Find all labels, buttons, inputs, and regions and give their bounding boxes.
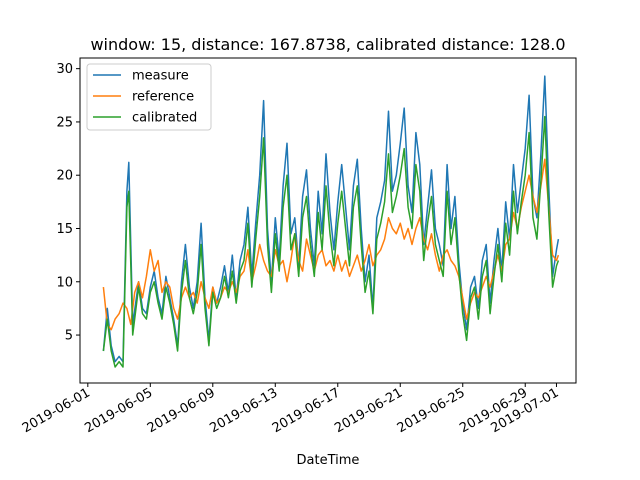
chart-title: window: 15, distance: 167.8738, calibrat… bbox=[90, 35, 565, 54]
y-tick-label: 10 bbox=[56, 275, 73, 290]
y-tick-label: 15 bbox=[56, 222, 73, 237]
series-line-calibrated bbox=[102, 115, 560, 368]
series-layer bbox=[102, 75, 560, 368]
y-tick-label: 25 bbox=[56, 115, 73, 130]
series-line-reference bbox=[102, 158, 560, 331]
legend-label-reference: reference bbox=[132, 90, 194, 105]
legend-box bbox=[86, 63, 212, 131]
y-tick-label: 30 bbox=[56, 62, 73, 77]
legend: measure reference calibrated bbox=[86, 63, 212, 131]
legend-label-calibrated: calibrated bbox=[132, 111, 197, 126]
y-tick-label: 20 bbox=[56, 169, 73, 184]
y-axis: 5 10 15 20 25 30 bbox=[56, 62, 80, 344]
legend-label-measure: measure bbox=[132, 69, 189, 84]
x-axis-label: DateTime bbox=[297, 453, 360, 468]
y-tick-label: 5 bbox=[65, 329, 73, 344]
plot-frame bbox=[79, 57, 577, 384]
